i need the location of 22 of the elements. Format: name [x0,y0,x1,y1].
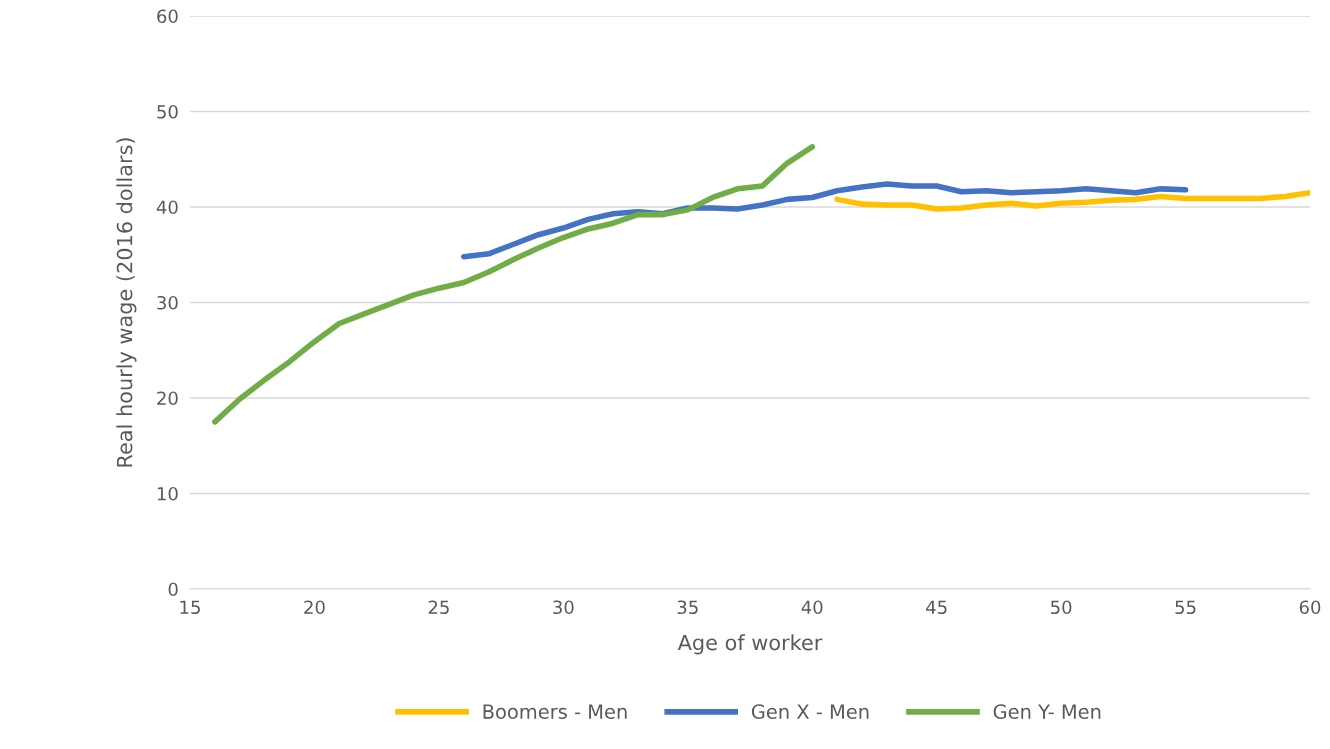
x-tick-label: 50 [1051,600,1072,615]
x-axis-title: Age of worker [677,634,823,655]
legend-label: Boomers - Men [483,704,627,719]
y-tick-label: 40 [156,200,178,215]
legend-label: Gen Y- Men [993,704,1101,719]
x-tick-label: 55 [1175,600,1196,615]
x-tick-label: 15 [180,600,200,615]
y-axis-title: Real hourly wage (2016 dollars) [116,138,137,467]
y-tick-label: 10 [157,486,178,501]
x-tick-label: 20 [304,600,325,615]
x-tick-label: 40 [801,600,823,615]
y-tick-label: 0 [168,582,178,597]
y-tick-label: 30 [157,295,178,310]
y-tick-label: 20 [157,391,178,406]
legend-label: Gen X - Men [751,704,869,719]
x-tick-label: 25 [428,600,449,615]
y-tick-label: 50 [157,104,178,119]
x-tick-label: 45 [926,600,947,615]
x-tick-label: 60 [1299,600,1321,615]
y-tick-label: 60 [157,9,178,24]
x-tick-label: 30 [553,600,574,615]
x-tick-label: 35 [677,600,698,615]
